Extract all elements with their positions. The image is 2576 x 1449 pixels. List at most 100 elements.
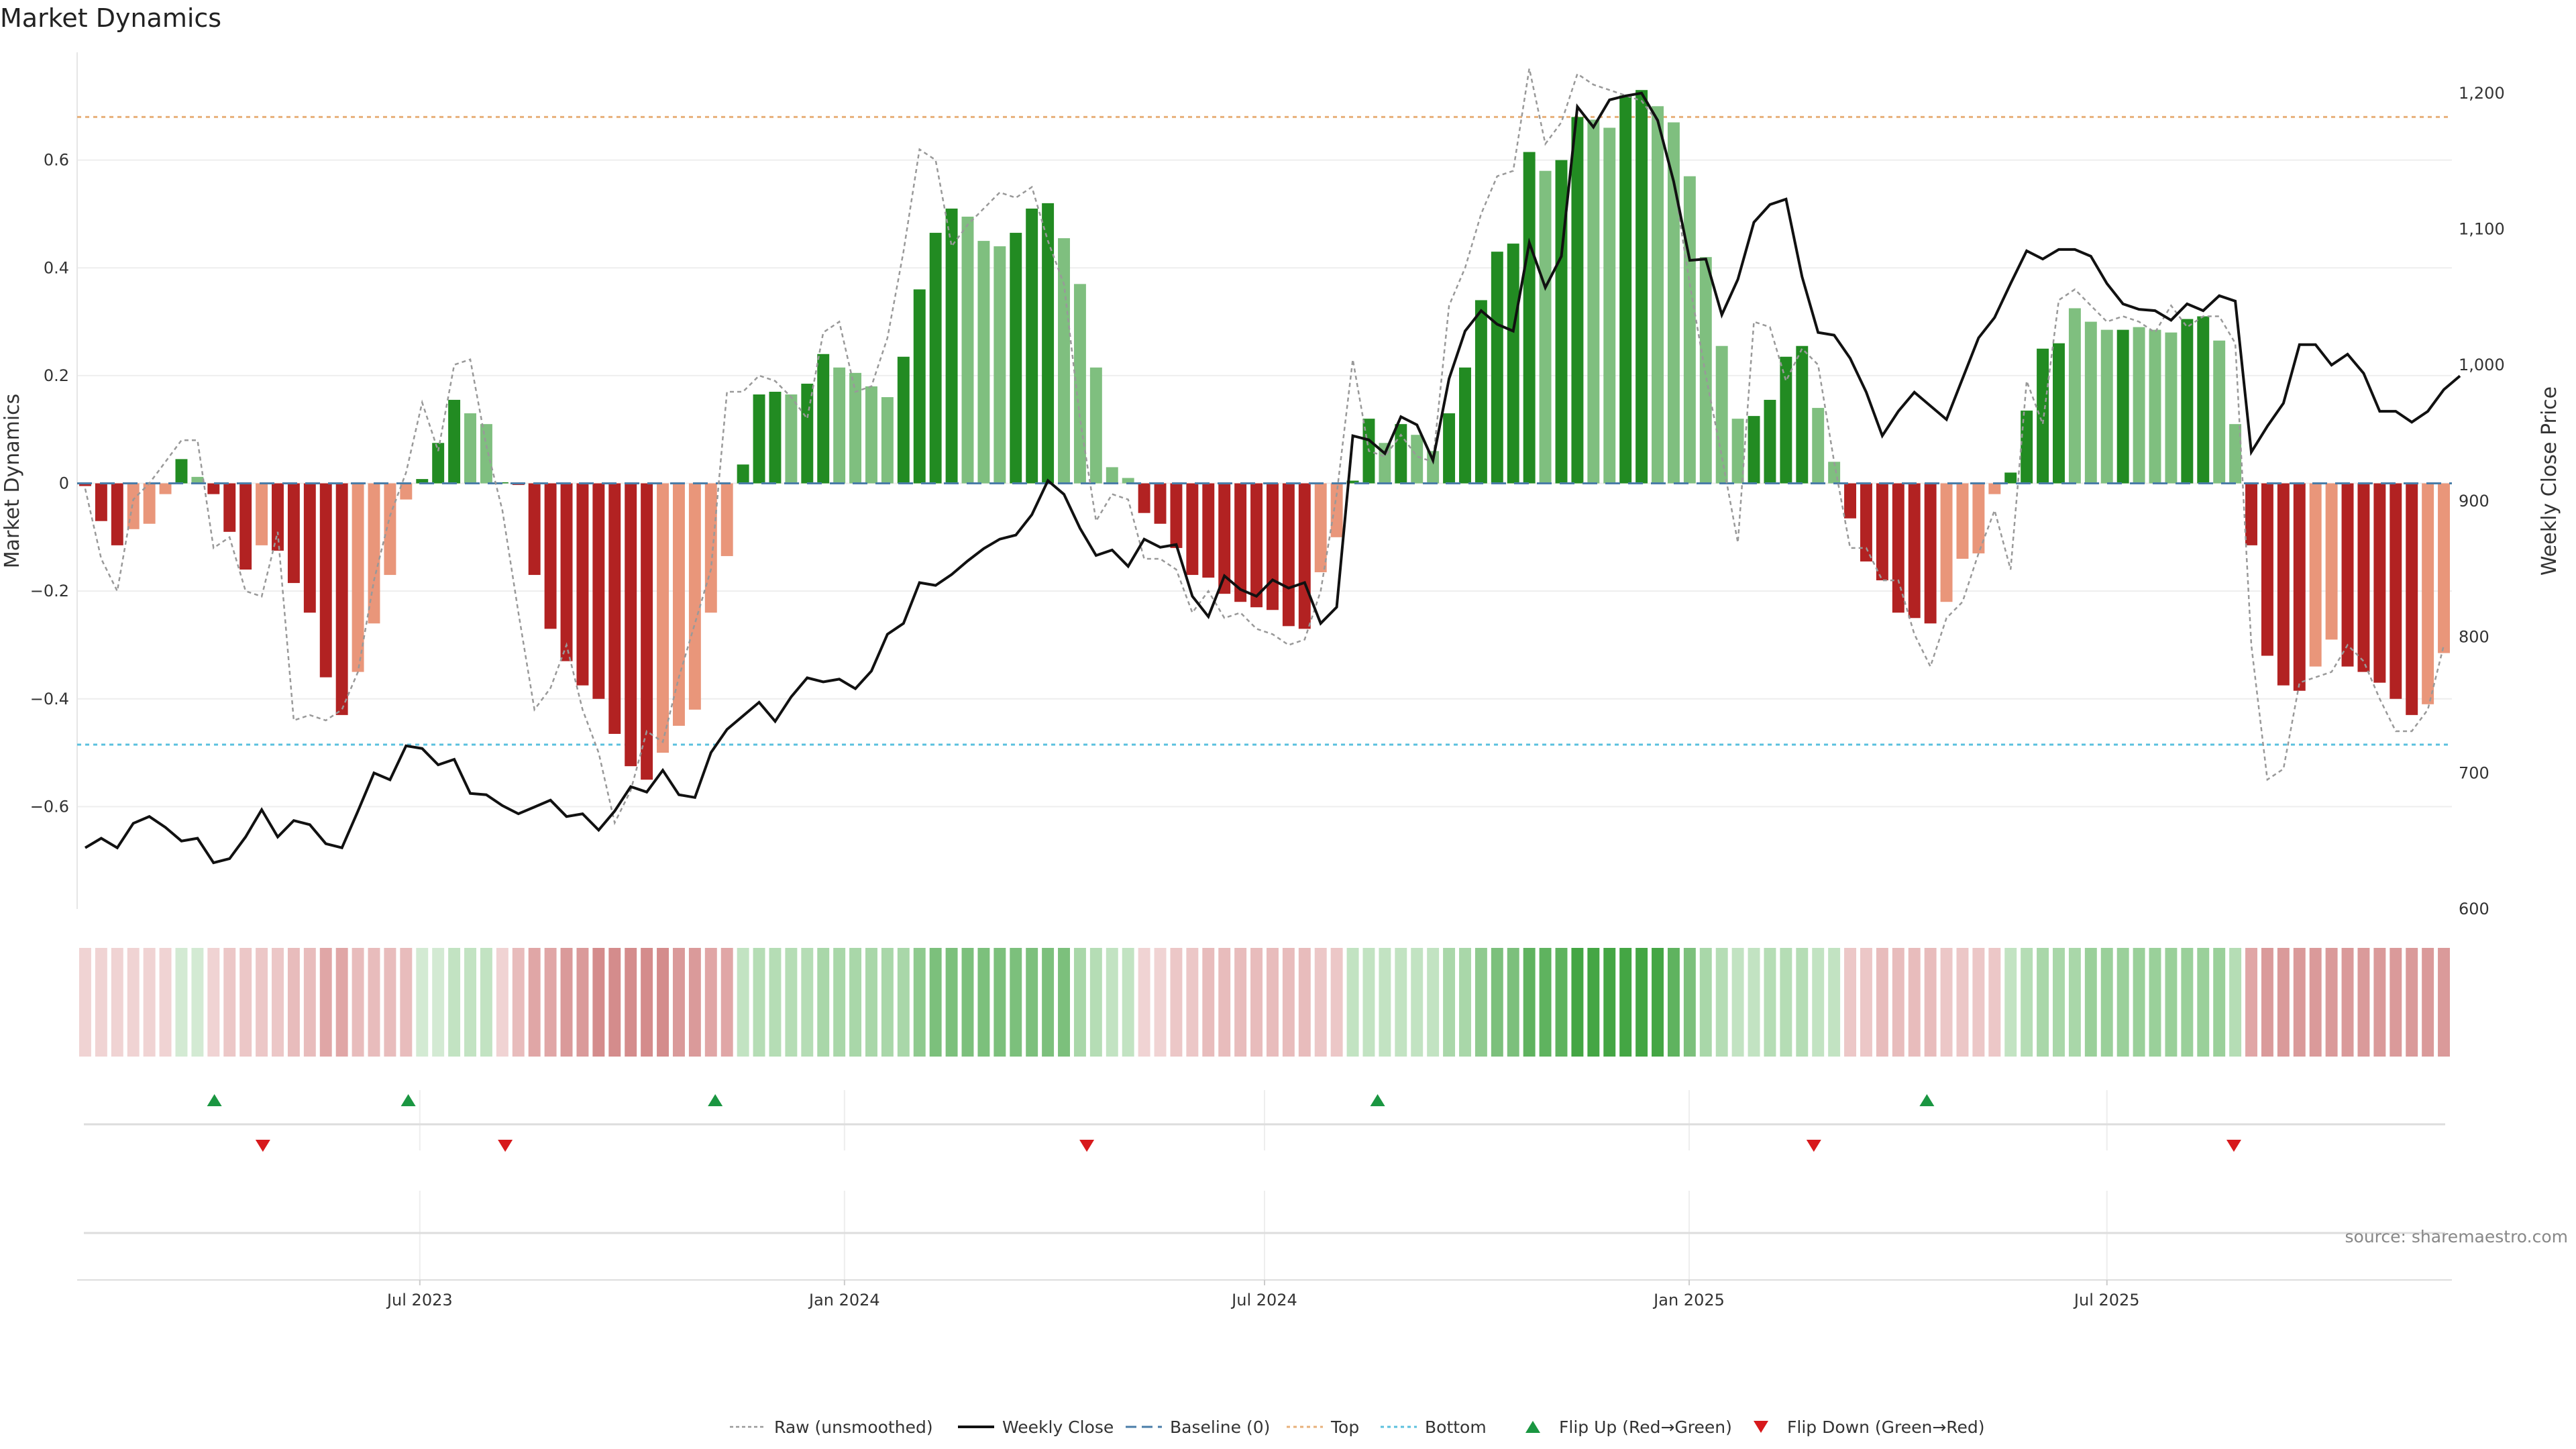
regime-cell — [817, 948, 830, 1057]
right-tick-label: 800 — [2459, 628, 2489, 647]
bar — [929, 233, 942, 484]
regime-cell — [913, 948, 926, 1057]
bar — [78, 483, 91, 486]
bar — [2277, 483, 2290, 686]
right-tick-label: 600 — [2459, 900, 2489, 918]
regime-cell — [1635, 948, 1648, 1057]
bar — [416, 479, 429, 484]
bar — [2133, 327, 2145, 484]
regime-cell — [1587, 948, 1600, 1057]
legend-swatch — [1754, 1421, 1768, 1433]
regime-cell — [352, 948, 364, 1057]
bar — [2197, 316, 2210, 484]
bar — [287, 483, 300, 584]
regime-cell — [753, 948, 765, 1057]
legend-item: Top — [1287, 1417, 1359, 1437]
flip-up-marker — [1370, 1094, 1385, 1106]
raw-line — [84, 68, 2445, 826]
flip-down-marker — [498, 1140, 513, 1152]
regime-cell — [785, 948, 798, 1057]
bar — [175, 459, 188, 484]
bar — [1956, 483, 1969, 559]
regime-cell — [191, 948, 204, 1057]
bar — [528, 483, 541, 576]
weekly-close-line — [84, 91, 2461, 865]
regime-cell — [159, 948, 172, 1057]
bar — [1073, 284, 1086, 484]
bar — [608, 483, 621, 734]
regime-cell — [1491, 948, 1503, 1057]
legend-item: Flip Up (Red→Green) — [1525, 1417, 1732, 1437]
bar — [272, 483, 284, 551]
bar — [319, 483, 332, 678]
regime-cell — [2341, 948, 2354, 1057]
flip-panel — [84, 1090, 2445, 1152]
bar — [2390, 483, 2402, 699]
bar — [1860, 483, 1872, 561]
bar — [1314, 483, 1327, 573]
bar — [1346, 480, 1359, 484]
bar — [1892, 483, 1904, 613]
bar — [977, 241, 990, 484]
regime-cell — [592, 948, 605, 1057]
bar — [1427, 451, 1440, 484]
regime-cell — [1330, 948, 1343, 1057]
regime-cell — [1812, 948, 1825, 1057]
bar — [1266, 483, 1279, 610]
bar — [2165, 332, 2178, 484]
bar — [785, 394, 798, 484]
bar — [1138, 483, 1150, 513]
regime-cell — [1474, 948, 1487, 1057]
legend-label: Raw (unsmoothed) — [774, 1417, 933, 1437]
bar — [2213, 340, 2226, 484]
bar — [688, 483, 701, 710]
regime-cell — [239, 948, 252, 1057]
legend-item: Bottom — [1381, 1417, 1487, 1437]
legend-item: Weekly Close — [958, 1417, 1114, 1437]
bar — [1443, 413, 1456, 484]
regime-cell — [704, 948, 717, 1057]
regime-cell — [2116, 948, 2129, 1057]
bar — [1699, 257, 1712, 484]
regime-cell — [1106, 948, 1118, 1057]
regime-cell — [1314, 948, 1327, 1057]
bar — [2084, 321, 2097, 484]
bar — [1042, 203, 1055, 484]
regime-cell — [1186, 948, 1199, 1057]
regime-cell — [2438, 948, 2451, 1057]
regime-cell — [1731, 948, 1744, 1057]
regime-cell — [127, 948, 140, 1057]
bar — [1731, 419, 1744, 484]
regime-cell — [945, 948, 958, 1057]
flip-down-marker — [1806, 1140, 1821, 1152]
bar — [544, 483, 557, 629]
regime-cell — [480, 948, 492, 1057]
bar — [704, 483, 717, 613]
regime-cell — [2277, 948, 2290, 1057]
bar — [1218, 483, 1231, 594]
bar — [2261, 483, 2273, 656]
regime-cell — [1876, 948, 1888, 1057]
regime-cell — [2021, 948, 2033, 1057]
legend-label: Weekly Close — [1002, 1417, 1114, 1437]
bar — [2422, 483, 2434, 704]
bar — [303, 483, 316, 613]
bar — [1395, 424, 1407, 484]
bar — [1089, 367, 1102, 484]
bar — [1988, 483, 2001, 494]
flip-down-marker — [255, 1140, 270, 1152]
bar — [111, 483, 123, 545]
bar — [1539, 170, 1552, 484]
right-tick-label: 900 — [2459, 492, 2489, 511]
bar — [720, 483, 733, 556]
bar — [2037, 348, 2049, 484]
regime-cell — [576, 948, 589, 1057]
regime-cell — [303, 948, 316, 1057]
regime-cell — [2373, 948, 2386, 1057]
legend-label: Bottom — [1425, 1417, 1487, 1437]
legend-item: Flip Down (Green→Red) — [1754, 1417, 1985, 1437]
regime-cell — [865, 948, 877, 1057]
regime-cell — [1346, 948, 1359, 1057]
x-tick-label: Jul 2024 — [1230, 1291, 1297, 1309]
bar — [1507, 244, 1519, 484]
